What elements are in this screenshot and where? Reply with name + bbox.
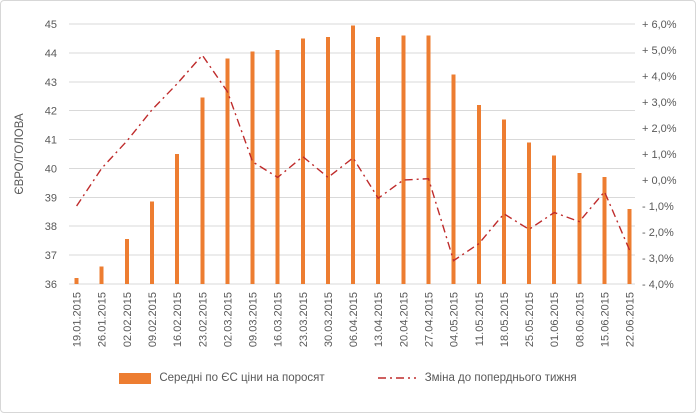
svg-text:- 3,0%: - 3,0%	[642, 253, 674, 265]
svg-text:11.05.2015: 11.05.2015	[474, 292, 486, 346]
svg-text:04.05.2015: 04.05.2015	[449, 292, 461, 347]
svg-text:20.04.2015: 20.04.2015	[398, 292, 410, 347]
svg-text:02.03.2015: 02.03.2015	[222, 292, 234, 347]
svg-text:37: 37	[45, 250, 57, 262]
svg-text:16.03.2015: 16.03.2015	[273, 292, 285, 347]
svg-text:01.06.2015: 01.06.2015	[549, 292, 561, 347]
svg-text:25.05.2015: 25.05.2015	[524, 292, 536, 347]
svg-text:44: 44	[45, 48, 57, 60]
x-axis-tick-labels: 19.01.2015 26.01.2015 02.02.2015 09.02.2015…	[72, 292, 637, 347]
bar-series	[74, 25, 632, 285]
svg-text:06.04.2015: 06.04.2015	[348, 292, 360, 347]
svg-text:40: 40	[45, 163, 57, 175]
svg-text:22.06.2015: 22.06.2015	[625, 292, 637, 347]
legend: Середні по ЄС ціни на поросят Зміна до п…	[1, 372, 695, 384]
left-axis-title: ЄВРО/ГОЛОВА	[14, 113, 26, 195]
svg-text:38: 38	[45, 221, 57, 233]
svg-text:19.01.2015: 19.01.2015	[72, 292, 84, 347]
svg-text:09.02.2015: 09.02.2015	[147, 292, 159, 347]
svg-text:16.02.2015: 16.02.2015	[172, 292, 184, 347]
svg-text:26.01.2015: 26.01.2015	[97, 292, 109, 347]
svg-text:- 4,0%: - 4,0%	[642, 279, 674, 291]
svg-text:+ 2,0%: + 2,0%	[642, 123, 677, 135]
svg-text:+ 0,0%: + 0,0%	[642, 175, 677, 187]
svg-text:23.03.2015: 23.03.2015	[298, 292, 310, 347]
svg-text:+ 6,0%: + 6,0%	[642, 19, 677, 31]
svg-text:39: 39	[45, 192, 57, 204]
line-series	[76, 54, 631, 262]
legend-label-line-series: Зміна до поперднього тижня	[424, 372, 577, 384]
legend-item-bar-series: Середні по ЄС ціни на поросят	[119, 372, 325, 384]
svg-text:02.02.2015: 02.02.2015	[122, 292, 134, 347]
svg-text:41: 41	[45, 135, 57, 147]
svg-text:36: 36	[45, 279, 57, 291]
svg-text:23.02.2015: 23.02.2015	[197, 292, 209, 347]
svg-text:- 1,0%: - 1,0%	[642, 201, 674, 213]
left-axis-tick-labels: 45 44 43 42 41 40 39 38 37 36	[45, 19, 57, 291]
line-series-swatch-icon	[377, 377, 416, 379]
legend-label-bar-series: Середні по ЄС ціни на поросят	[159, 372, 325, 384]
svg-text:30.03.2015: 30.03.2015	[323, 292, 335, 347]
svg-text:18.05.2015: 18.05.2015	[499, 292, 511, 347]
svg-text:+ 5,0%: + 5,0%	[642, 45, 677, 57]
svg-text:- 2,0%: - 2,0%	[642, 227, 674, 239]
svg-text:42: 42	[45, 106, 57, 118]
svg-text:+ 4,0%: + 4,0%	[642, 71, 677, 83]
svg-text:+ 3,0%: + 3,0%	[642, 97, 677, 109]
svg-text:13.04.2015: 13.04.2015	[373, 292, 385, 347]
svg-text:09.03.2015: 09.03.2015	[248, 292, 260, 347]
legend-item-line-series: Зміна до поперднього тижня	[377, 372, 577, 384]
svg-text:27.04.2015: 27.04.2015	[424, 292, 436, 347]
bar-series-swatch-icon	[119, 372, 152, 384]
svg-text:15.06.2015: 15.06.2015	[599, 292, 611, 347]
svg-text:45: 45	[45, 19, 57, 31]
svg-text:08.06.2015: 08.06.2015	[574, 292, 586, 347]
right-axis-tick-labels: + 6,0% + 5,0% + 4,0% + 3,0% + 2,0% + 1,0% + 0,…	[642, 19, 677, 291]
svg-text:43: 43	[45, 77, 57, 89]
svg-text:+ 1,0%: + 1,0%	[642, 149, 677, 161]
